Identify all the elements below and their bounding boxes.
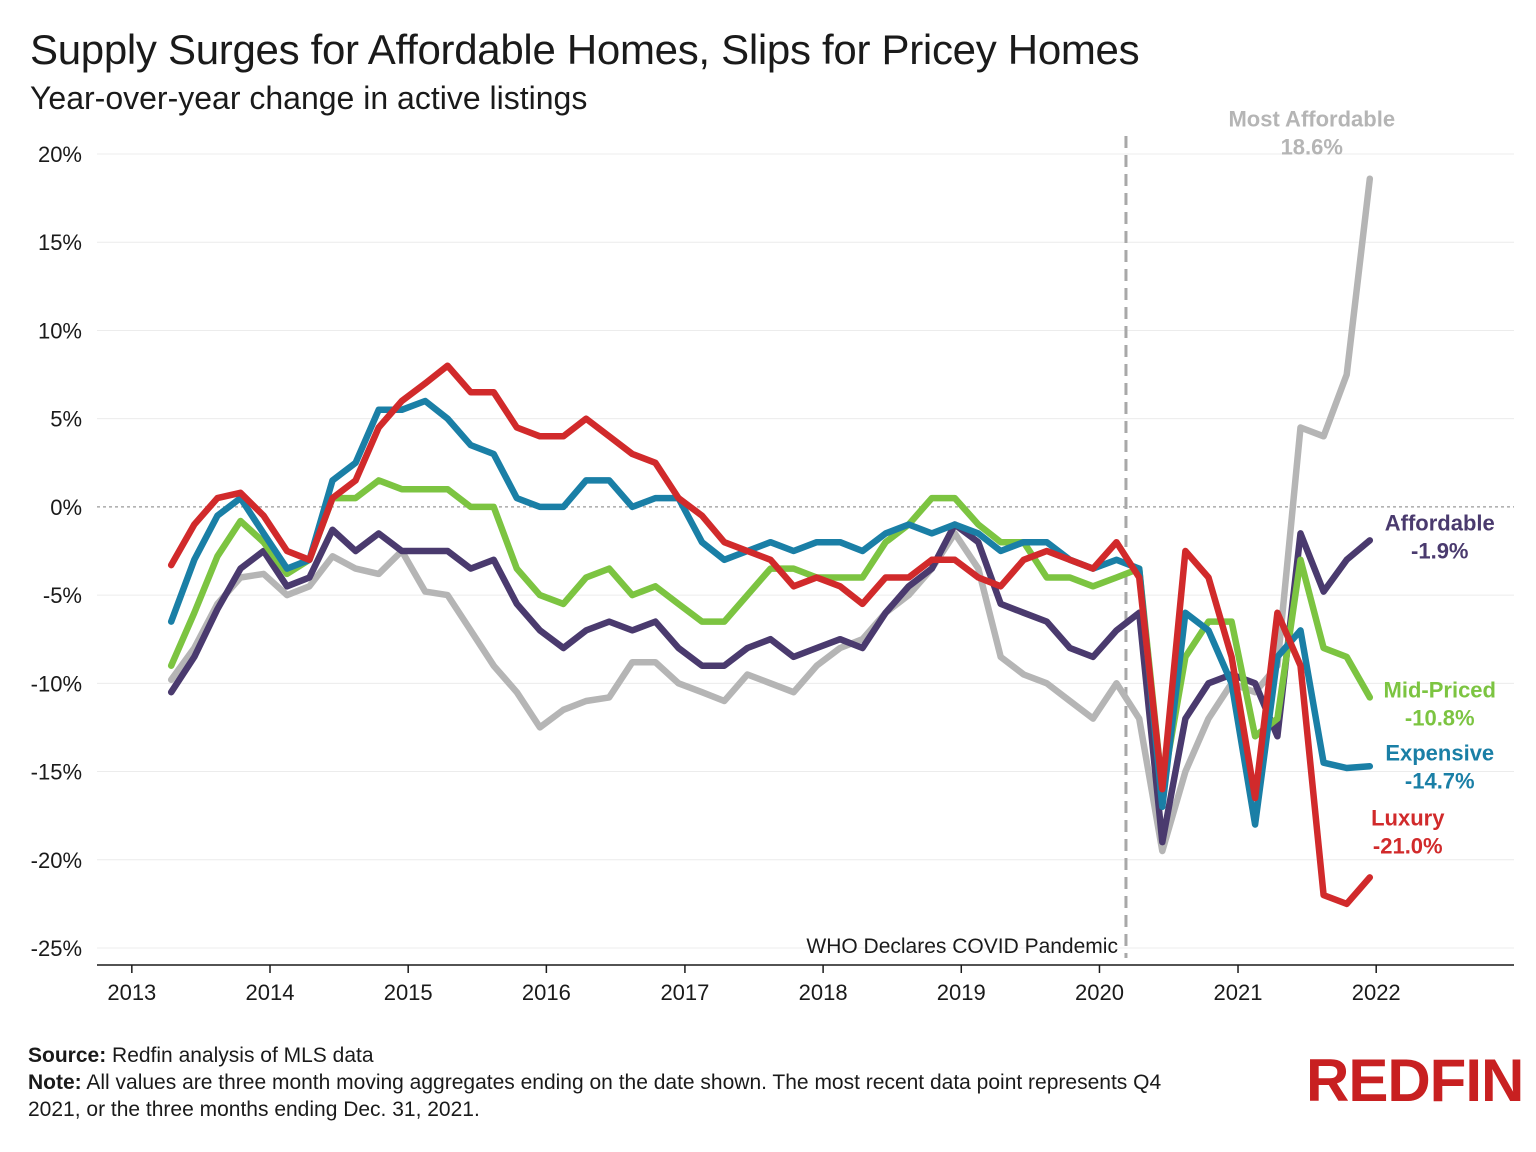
series-value-affordable: -1.9% <box>1411 538 1468 563</box>
line-chart: 20% 15% 10% 5% 0% -5% -10% -15% -20% -25% 2013 2014… <box>31 107 1514 1005</box>
y-tick-label: 5% <box>50 407 82 432</box>
series-label-mid-priced: Mid-Priced <box>1384 677 1496 702</box>
redfin-logo: REDFIN <box>1306 1047 1524 1114</box>
y-tick-label: 0% <box>50 495 82 520</box>
x-tick-label: 2014 <box>246 980 295 1005</box>
series-line-most-affordable <box>167 175 1374 855</box>
series-label-affordable: Affordable <box>1385 510 1495 535</box>
series-value-mid-priced: -10.8% <box>1405 705 1475 730</box>
series-value-expensive: -14.7% <box>1405 768 1475 793</box>
source-label: Source: <box>28 1044 107 1067</box>
y-tick-label: -10% <box>31 671 82 696</box>
x-tick-label: 2017 <box>660 980 709 1005</box>
source-text: Redfin analysis of MLS data <box>112 1044 374 1067</box>
chart-title: Supply Surges for Affordable Homes, Slip… <box>30 26 1140 73</box>
x-tick-label: 2015 <box>384 980 433 1005</box>
x-tick-label: 2022 <box>1352 980 1401 1005</box>
y-tick-label: 15% <box>38 230 82 255</box>
x-tick-label: 2021 <box>1214 980 1263 1005</box>
covid-annotation-label: WHO Declares COVID Pandemic <box>806 935 1118 958</box>
series-line-mid-priced <box>167 477 1374 793</box>
y-tick-label: 20% <box>38 142 82 167</box>
y-tick-label: -25% <box>31 936 82 961</box>
y-tick-label: 10% <box>38 318 82 343</box>
footer: Source: Redfin analysis of MLS data Note… <box>28 1042 1208 1123</box>
series-label-luxury: Luxury <box>1371 805 1445 830</box>
x-tick-label: 2020 <box>1075 980 1124 1005</box>
note-text: All values are three month moving aggreg… <box>28 1071 1162 1121</box>
y-tick-label: -5% <box>43 583 82 608</box>
x-tick-label: 2016 <box>522 980 571 1005</box>
x-tick-label: 2013 <box>107 980 156 1005</box>
y-tick-label: -15% <box>31 760 82 785</box>
y-tick-label: -20% <box>31 848 82 873</box>
series-label-most-affordable: Most Affordable <box>1228 107 1395 132</box>
chart-subtitle: Year-over-year change in active listings <box>30 80 588 116</box>
series-value-luxury: -21.0% <box>1373 833 1443 858</box>
source-line: Source: Redfin analysis of MLS data <box>28 1042 1208 1069</box>
series-label-expensive: Expensive <box>1385 740 1494 765</box>
series-line-luxury <box>167 362 1374 908</box>
series-value-most-affordable: 18.6% <box>1281 135 1343 160</box>
note-label: Note: <box>28 1071 82 1094</box>
x-tick-label: 2019 <box>937 980 986 1005</box>
series-line-affordable <box>167 521 1374 846</box>
x-tick-label: 2018 <box>799 980 848 1005</box>
note-line: Note: All values are three month moving … <box>28 1069 1208 1123</box>
